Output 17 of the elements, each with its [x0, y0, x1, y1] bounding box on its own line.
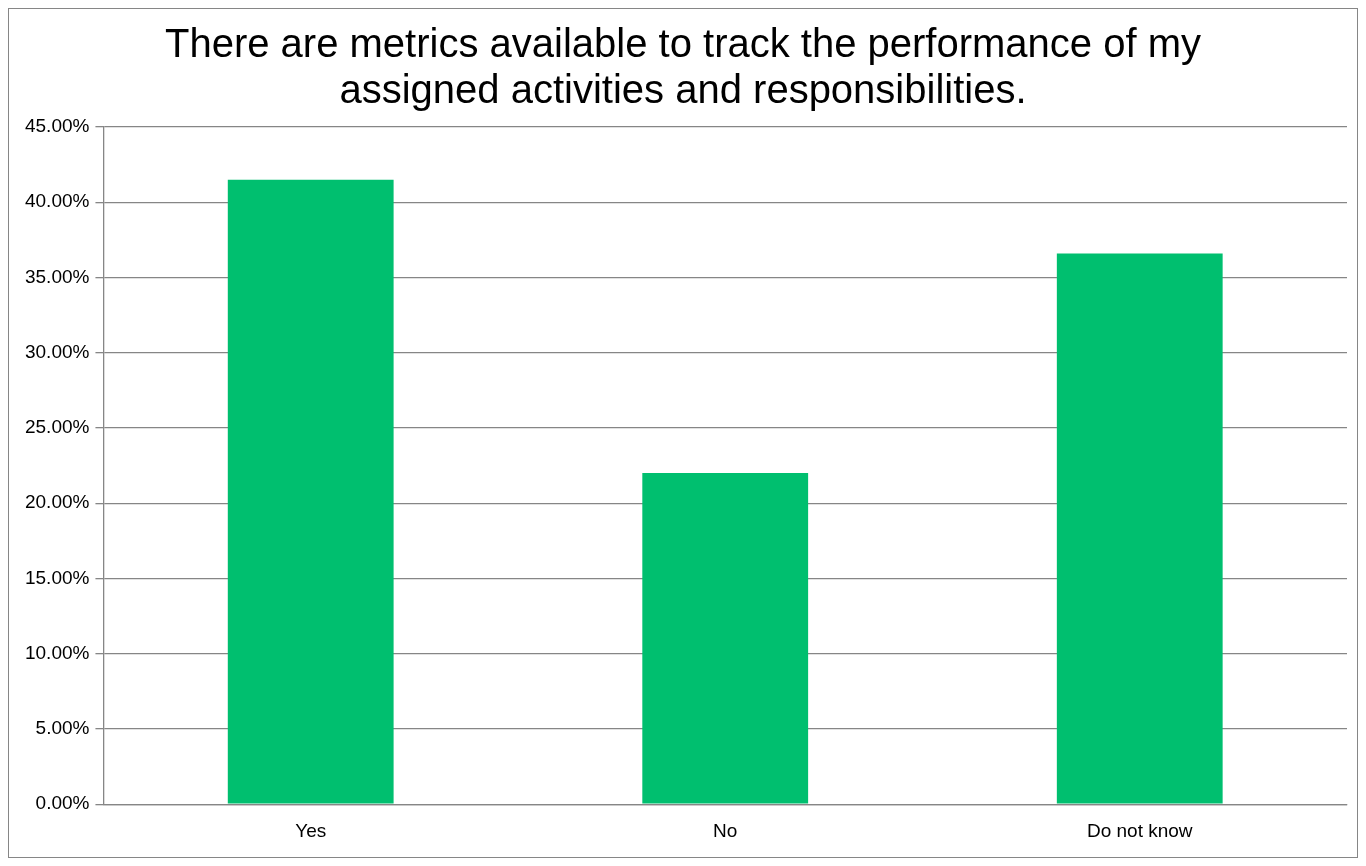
bar: [227, 179, 394, 804]
y-tick-label: 15.00%: [24, 566, 90, 588]
y-tick-label: 20.00%: [24, 491, 90, 513]
y-tick-label: 40.00%: [24, 190, 90, 212]
y-tick-label: 10.00%: [24, 641, 90, 663]
x-tick-label: No: [713, 819, 738, 841]
chart-title: There are metrics available to track the performance of my assigned activities and responsibilities.: [165, 21, 1201, 112]
y-tick-label: 25.00%: [24, 416, 90, 438]
x-tick-label: Do not know: [1086, 819, 1193, 841]
y-tick-label: 0.00%: [35, 792, 90, 814]
y-tick-label: 45.00%: [24, 115, 90, 137]
bar: [642, 473, 809, 804]
bar: [1056, 253, 1223, 804]
y-tick-label: 5.00%: [35, 717, 90, 739]
y-tick-label: 30.00%: [24, 340, 90, 362]
y-tick-label: 35.00%: [24, 265, 90, 287]
x-tick-label: Yes: [295, 819, 327, 841]
